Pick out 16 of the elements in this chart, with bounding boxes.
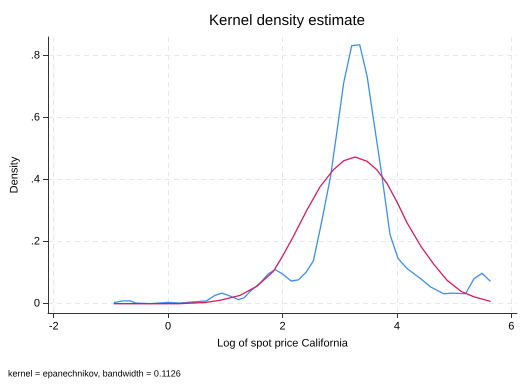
chart-title: Kernel density estimate <box>209 12 365 29</box>
x-tick-label: 6 <box>508 320 514 332</box>
y-tick-label: .4 <box>30 174 40 186</box>
x-tick-label: 4 <box>394 320 400 332</box>
x-axis-title: Log of spot price California <box>217 338 349 350</box>
x-tick-label: 2 <box>279 320 286 332</box>
x-tick-label: -2 <box>48 320 59 332</box>
y-tick-label: .8 <box>30 50 40 62</box>
y-tick-label: .2 <box>30 236 40 248</box>
y-tick-label: 0 <box>34 298 40 310</box>
y-axis-title: Density <box>8 156 20 194</box>
line-series <box>114 44 491 304</box>
x-tick-label: 0 <box>165 320 172 332</box>
y-tick-label: .6 <box>30 112 40 124</box>
line-series <box>114 156 491 304</box>
text: kernel = epanechnikov, bandwidth = 0.1126 <box>8 368 181 378</box>
